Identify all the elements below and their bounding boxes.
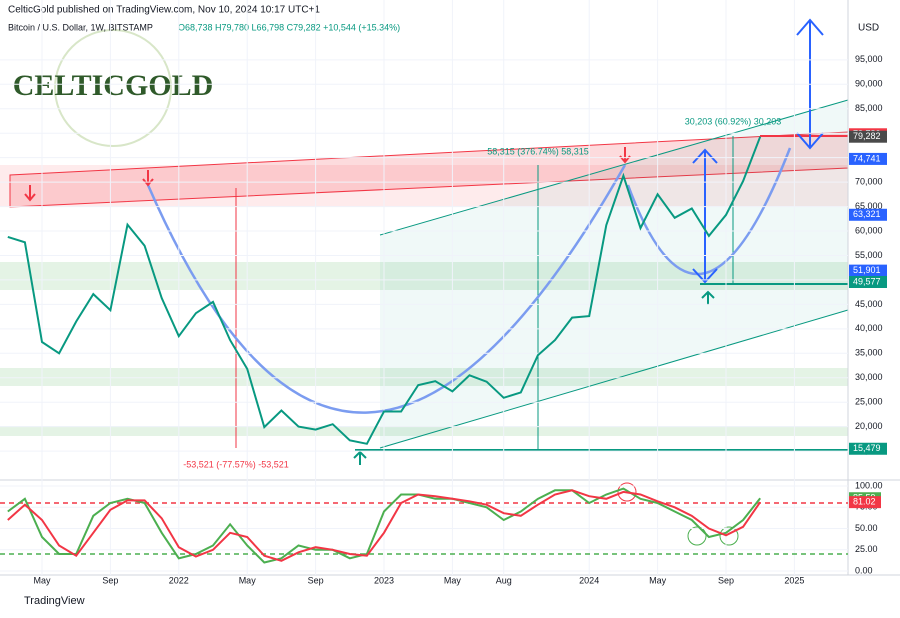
x-tick-label: 2022	[169, 575, 189, 585]
price-badge-label: 79,282	[853, 131, 881, 141]
price-badge	[849, 130, 887, 143]
y-tick-label: 95,000	[855, 54, 883, 64]
price-badge	[849, 152, 887, 165]
y-tick-label: 40,000	[855, 323, 883, 333]
annotation: 58,315 (376.74%) 58,315	[487, 146, 589, 156]
x-tick-label: 2025	[784, 575, 804, 585]
price-badge	[849, 264, 887, 277]
support-zone	[0, 426, 848, 436]
line-series	[7, 489, 762, 562]
price-badge	[849, 275, 887, 288]
y-tick-label: 100.00	[855, 480, 883, 490]
resistance-zone	[0, 165, 848, 207]
price-badge-label: 63,321	[853, 209, 881, 219]
price-badge-label: 49,577	[853, 276, 881, 286]
x-tick-label: 2023	[374, 575, 394, 585]
value-badge-label: 81.02	[853, 497, 876, 507]
y-tick-label: 85,000	[855, 103, 883, 113]
y-tick-label: 45,000	[855, 299, 883, 309]
y-tick-label: 70,000	[855, 176, 883, 186]
value-badge	[849, 496, 881, 509]
y-tick-label: 55,000	[855, 250, 883, 260]
y-tick-label: 50.00	[855, 523, 878, 533]
x-tick-label: 2024	[579, 575, 599, 585]
annotation: -53,521 (-77.57%) -53,521	[183, 459, 289, 469]
x-tick-label: Sep	[718, 575, 734, 585]
channel-fill	[380, 100, 848, 448]
price-badge-label: 74,741	[853, 153, 881, 163]
ohlc: O68,738 H79,780 L66,798 C79,282 +10,544 …	[178, 22, 400, 32]
top-marker	[24, 147, 631, 202]
x-tick-label: May	[239, 575, 257, 585]
x-tick-label: May	[444, 575, 462, 585]
currency: USD	[858, 23, 879, 34]
y-tick-label: 25.00	[855, 544, 878, 554]
channel-line	[379, 99, 849, 236]
bottom-marker	[353, 290, 715, 465]
x-tick-label: May	[33, 575, 51, 585]
annotation: 30,203 (60.92%) 30,203	[685, 116, 782, 126]
y-tick-label: 90,000	[855, 79, 883, 89]
publisher: CelticGold published on TradingView.com,…	[8, 5, 320, 16]
drawings	[0, 0, 900, 576]
x-tick-label: Sep	[102, 575, 118, 585]
y-tick-label: 30,000	[855, 372, 883, 382]
y-tick-label: 25,000	[855, 397, 883, 407]
y-tick-label: 0.00	[855, 565, 873, 575]
y-tick-label: 65,000	[855, 201, 883, 211]
x-tick-label: Sep	[308, 575, 324, 585]
channel-line	[379, 309, 849, 449]
marker-circle	[719, 526, 739, 546]
logo: CELTICGOLD	[13, 69, 214, 102]
footer: TradingView	[24, 595, 85, 607]
support-zone	[0, 262, 848, 290]
marker-circle	[687, 526, 707, 546]
line-series	[7, 136, 762, 445]
price-badge-label: 51,901	[853, 265, 881, 275]
y-tick-label: 35,000	[855, 348, 883, 358]
logo-ring	[54, 29, 172, 147]
y-tick-label: 20,000	[855, 421, 883, 431]
x-tick-label: Aug	[496, 575, 512, 585]
marker-circle	[617, 482, 637, 502]
x-tick-label: May	[649, 575, 667, 585]
y-tick-label: 60,000	[855, 225, 883, 235]
symbol: Bitcoin / U.S. Dollar, 1W, BITSTAMP	[8, 22, 153, 32]
range-arrow	[692, 148, 718, 284]
price-badge	[849, 208, 887, 221]
cup-arc	[146, 164, 627, 414]
price-badge	[849, 442, 887, 455]
price-badge-label: 15,479	[853, 443, 881, 453]
